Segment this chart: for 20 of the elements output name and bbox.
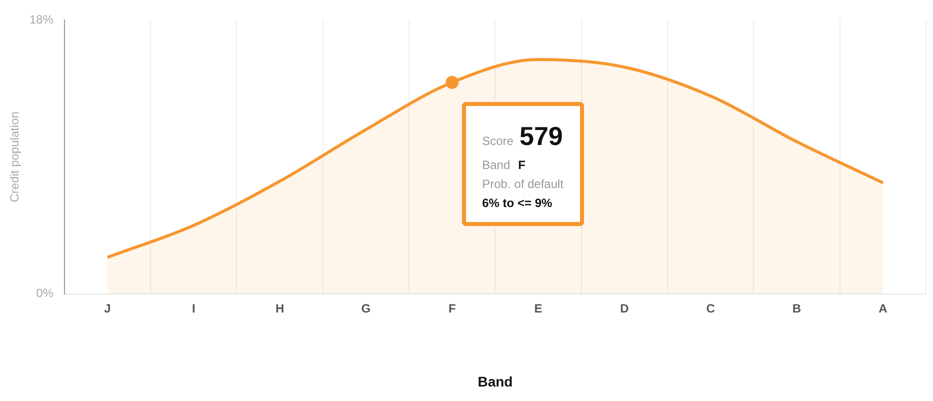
y-axis-title: Credit population	[8, 112, 22, 202]
x-tick-label: G	[361, 301, 371, 316]
y-tick-label: 18%	[29, 12, 54, 26]
x-tick-label: A	[878, 301, 888, 316]
x-tick-label: E	[534, 301, 542, 316]
text: Band	[478, 373, 513, 390]
annotation: 6% to <= 9%	[482, 196, 552, 210]
annotation: Prob. of default	[482, 177, 564, 192]
x-tick-label: F	[448, 301, 456, 316]
annotation: 579	[519, 121, 563, 152]
x-tick-label: H	[275, 301, 284, 316]
x-axis-title: Band	[482, 158, 510, 172]
x-tick-label: C	[706, 301, 716, 316]
x-tick-label: J	[104, 301, 111, 316]
x-tick-label: I	[192, 301, 196, 316]
annotation: F	[518, 158, 526, 172]
x-tick-label: B	[792, 301, 802, 316]
annotation: Score	[482, 134, 514, 148]
y-tick-label: 0%	[36, 286, 54, 300]
x-tick-label: D	[620, 301, 630, 316]
